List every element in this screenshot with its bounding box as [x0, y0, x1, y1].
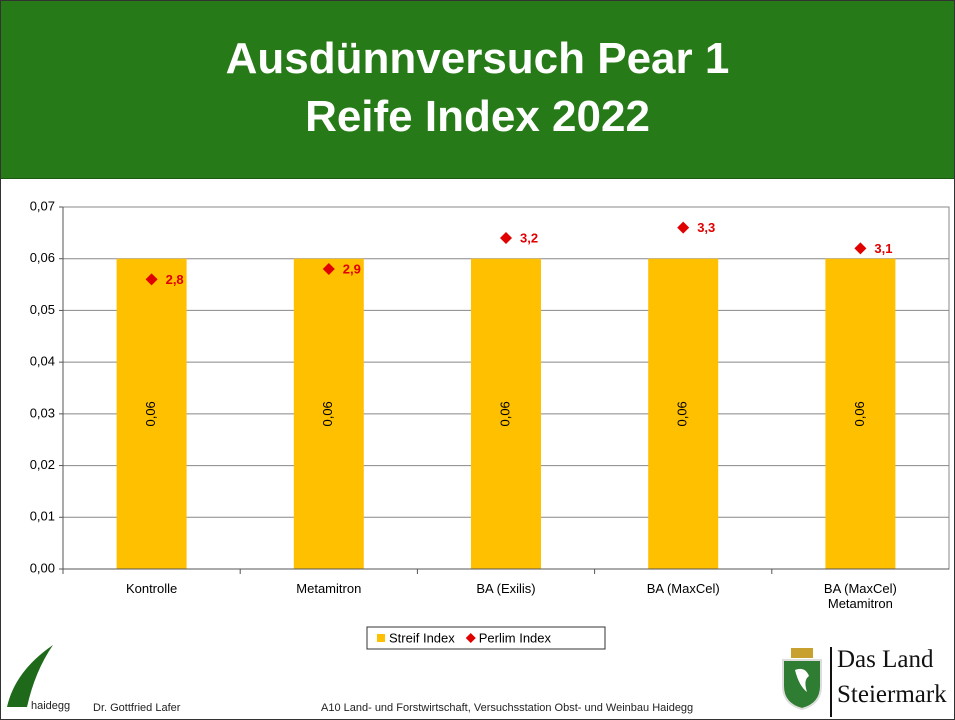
bar-label: 0,06 [320, 401, 335, 426]
y-tick-label: 0,05 [30, 302, 55, 317]
x-tick-label: BA (MaxCel) Metamitron [823, 581, 897, 611]
header: Ausdünnversuch Pear 1 Reife Index 2022 [1, 1, 954, 179]
x-tick-label: BA (Exilis) [476, 581, 536, 596]
x-tick-label: Metamitron [296, 581, 362, 596]
author: Dr. Gottfried Lafer [93, 702, 181, 714]
bar [116, 258, 187, 569]
bar [648, 258, 719, 569]
bar-label: 0,06 [497, 401, 512, 426]
legend-swatch [377, 634, 385, 642]
y-tick-label: 0,04 [30, 354, 55, 369]
marker [500, 232, 512, 245]
bar-label: 0,06 [675, 401, 690, 426]
legend-box [366, 626, 606, 650]
legend-label: Streif Index [389, 630, 455, 645]
bar-label: 0,06 [852, 401, 867, 426]
marker-label: 2,8 [166, 272, 184, 287]
logo-text: haidegg [31, 700, 71, 712]
haidegg-logo [7, 645, 53, 707]
marker [854, 242, 867, 255]
y-tick-label: 0,06 [30, 250, 55, 265]
brand-rule [830, 647, 832, 717]
bar [471, 258, 541, 569]
brand-line1: Das Land [837, 646, 934, 673]
marker-label: 3,3 [697, 220, 715, 235]
legend-label: Perlim Index [479, 630, 552, 645]
marker [322, 263, 335, 276]
marker [145, 273, 158, 286]
marker [677, 221, 690, 234]
marker-label: 3,2 [520, 230, 538, 245]
institution: A10 Land- und Forstwirtschaft, Versuchss… [321, 702, 694, 714]
title: Ausdünnversuch Pear 1 [225, 34, 730, 83]
coat-of-arms [782, 648, 822, 711]
y-tick-label: 0,02 [30, 457, 55, 472]
y-tick-label: 0,07 [30, 198, 55, 213]
subtitle: Reife Index 2022 [305, 92, 650, 141]
chart: 0,00 0,01 0,02 0,03 0,04 0,05 0,06 0,07 0,06 0,06… [30, 198, 950, 650]
bar-label: 0,06 [143, 401, 158, 426]
bar [825, 258, 896, 569]
bar [293, 258, 364, 569]
marker-label: 2,9 [343, 261, 361, 276]
x-tick-label: Kontrolle [125, 581, 178, 596]
brand-line2: Steiermark [837, 681, 947, 708]
y-tick-label: 0,01 [30, 509, 55, 524]
y-tick-label: 0,03 [30, 405, 55, 420]
legend-swatch [465, 633, 476, 643]
y-tick-label: 0,00 [30, 560, 55, 575]
x-tick-label: BA (MaxCel) [646, 581, 720, 596]
marker-label: 3,1 [874, 241, 892, 256]
